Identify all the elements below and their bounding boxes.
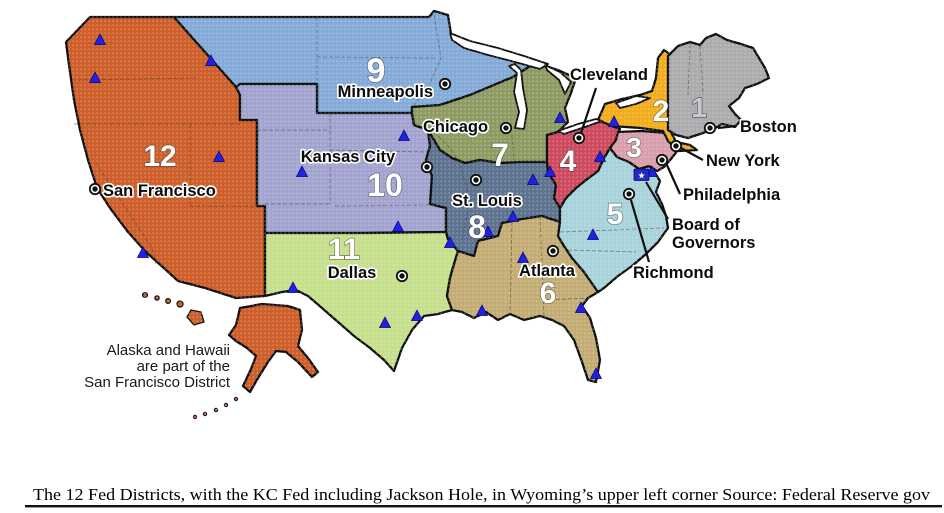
label-minneapolis: Minneapolis: [338, 83, 433, 101]
caption-text: The 12 Fed Districts, with the KC Fed in…: [33, 485, 931, 504]
district-6-number: 6: [540, 277, 557, 310]
district-7-number: 7: [491, 137, 509, 173]
callout-lines: [579, 87, 737, 263]
district-numbers: 12 9 10 11 7 8 6 5 4 3 2 1: [143, 51, 708, 310]
svg-text:★: ★: [637, 172, 645, 182]
label-dallas: Dallas: [328, 264, 377, 282]
district-11-number: 11: [328, 233, 360, 266]
halftone-texture: [60, 6, 782, 438]
label-boston: Boston: [740, 118, 797, 136]
callout-line-cleveland: [579, 87, 598, 134]
label-board-of-governors-line1: Board of: [672, 216, 740, 234]
note-line-1: Alaska and Hawaii: [107, 342, 230, 359]
dot-minneapolis: [438, 77, 452, 91]
callout-line-philadelphia: [664, 162, 682, 195]
district-5-number: 5: [607, 198, 624, 231]
callout-line-new-york: [680, 147, 704, 161]
dot-cleveland: [572, 131, 586, 145]
label-kansas-city: Kansas City: [301, 148, 396, 166]
district-10-number: 10: [367, 167, 403, 203]
dot-dallas: [395, 269, 409, 283]
district-12-number: 12: [143, 140, 176, 173]
dot-chicago: [499, 121, 513, 135]
dot-philadelphia: [655, 153, 669, 167]
dot-kansas-city: [420, 160, 434, 174]
district-9-number: 9: [367, 52, 386, 90]
label-chicago: Chicago: [423, 118, 488, 136]
dot-st-louis: [469, 173, 483, 187]
caption-rule: [25, 505, 942, 508]
callout-line-boston: [717, 124, 737, 130]
label-st-louis: St. Louis: [452, 192, 522, 210]
alaska-hawaii-note: Alaska and Hawaii are part of the San Fr…: [84, 342, 231, 391]
dot-boston: [703, 121, 717, 135]
callout-line-board: [645, 181, 669, 220]
label-atlanta: Atlanta: [519, 262, 576, 280]
district-4-number: 4: [560, 145, 577, 178]
board-of-governors-star-icon: ★: [633, 168, 650, 182]
note-line-3: San Francisco District: [84, 374, 231, 391]
dot-atlanta: [546, 244, 560, 258]
label-board-of-governors-line2: Governors: [672, 234, 755, 252]
label-philadelphia: Philadelphia: [683, 186, 781, 204]
district-2-number: 2: [653, 95, 670, 128]
label-new-york: New York: [706, 152, 780, 170]
label-san-francisco: San Francisco: [103, 182, 216, 200]
district-3-number: 3: [626, 132, 642, 163]
city-labels: San Francisco Minneapolis Kansas City Ch…: [101, 64, 798, 283]
district-1-number: 1: [691, 92, 707, 123]
label-richmond: Richmond: [633, 264, 714, 282]
label-cleveland: Cleveland: [570, 66, 648, 84]
callout-line-richmond: [629, 199, 651, 263]
district-8-number: 8: [468, 209, 486, 245]
dot-richmond: [622, 187, 636, 201]
note-line-2: are part of the: [137, 358, 230, 375]
dot-new-york: [669, 139, 683, 153]
dot-san-francisco: [88, 182, 102, 196]
